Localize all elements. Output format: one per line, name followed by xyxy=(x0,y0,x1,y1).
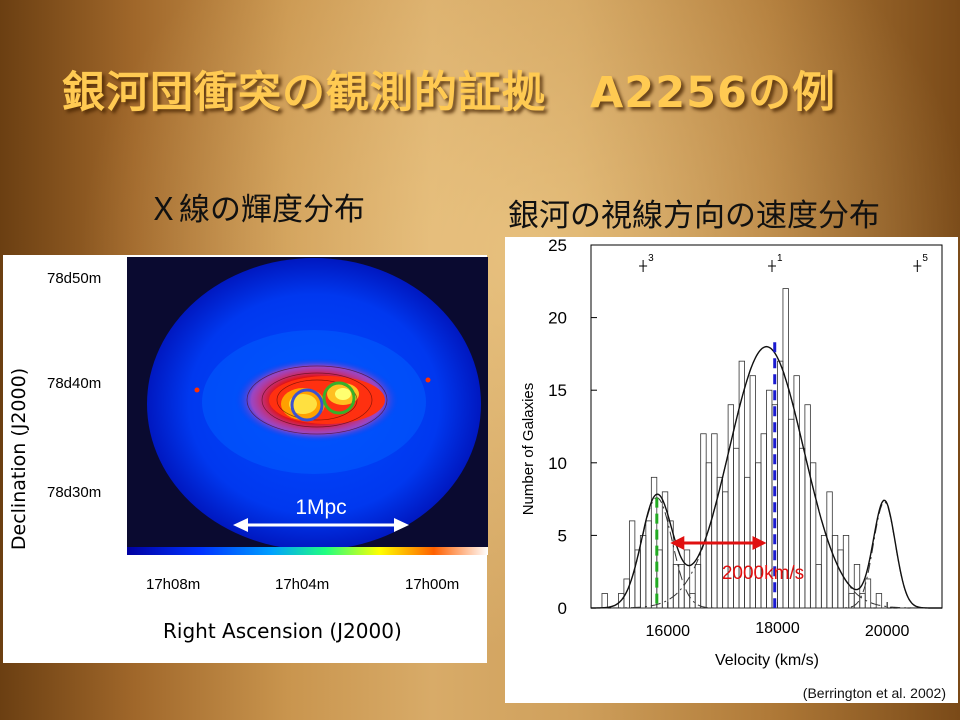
velocity-panel: 0 5 10 15 20 25 16000 18000 20000 3 1 5 Number of G… xyxy=(505,236,958,703)
histogram-bar xyxy=(799,447,806,609)
declination-axis-label: Declination (J2000) xyxy=(8,367,30,551)
gaussian-component xyxy=(591,501,942,609)
histogram-bar xyxy=(853,564,861,609)
histogram-bar xyxy=(820,534,828,609)
y-tick-label: 20 xyxy=(548,309,567,328)
dec-tick: 78d40m xyxy=(47,375,102,392)
histogram-bar xyxy=(700,433,707,609)
histogram-bar xyxy=(711,433,718,609)
histogram-bar xyxy=(639,534,647,609)
histogram-bar xyxy=(733,447,740,609)
xray-image: 1Mpc xyxy=(127,257,488,549)
xray-heading: Ｘ線の輝度分布 xyxy=(148,192,365,228)
histogram-bar xyxy=(601,593,608,609)
histogram-bar xyxy=(815,564,822,609)
histogram-bar xyxy=(661,491,669,609)
histogram-bar xyxy=(864,578,872,609)
colorbar xyxy=(127,547,488,555)
peak-marker-label: 3 xyxy=(648,253,654,264)
histogram-bar xyxy=(755,462,762,609)
y-axis-label: Number of Galaxies xyxy=(520,383,537,516)
x-tick-label: 20000 xyxy=(865,623,910,640)
y-tick-label: 10 xyxy=(548,454,567,473)
y-tick-label: 15 xyxy=(548,381,567,400)
velocity-heading: 銀河の視線方向の速度分布 xyxy=(508,198,880,234)
histogram-bar xyxy=(645,520,652,609)
histogram-bar xyxy=(722,491,729,609)
histogram-bar xyxy=(837,549,844,609)
velocity-gap-label: 2000km/s xyxy=(722,563,804,584)
x-tick-label: 18000 xyxy=(755,620,800,637)
x-axis-label: Velocity (km/s) xyxy=(715,652,819,669)
histogram-bar xyxy=(782,288,789,609)
histogram-bar xyxy=(831,534,839,609)
histogram-bar xyxy=(694,564,702,609)
histogram-bar xyxy=(859,593,866,609)
histogram-bar xyxy=(628,520,636,609)
arrow-head-right xyxy=(752,536,767,550)
xray-map: 1Mpc xyxy=(127,257,488,549)
slide-title: 銀河団衝突の観測的証拠 A2256の例 xyxy=(62,68,836,118)
arrow-head-left xyxy=(670,536,685,550)
fit-curve xyxy=(591,345,942,609)
y-tick-label: 5 xyxy=(558,526,567,545)
cluster-circle-green xyxy=(322,381,356,415)
peak-marker-label: 1 xyxy=(777,253,783,264)
ra-tick: 17h00m xyxy=(405,576,460,593)
histogram-bar xyxy=(804,404,811,609)
histogram-bar xyxy=(623,578,630,609)
ra-axis-label: Right Ascension (J2000) xyxy=(163,619,402,643)
histogram-bar xyxy=(809,462,817,609)
cluster-circle-blue xyxy=(290,388,324,422)
scale-label: 1Mpc xyxy=(295,496,346,519)
x-tick-label: 16000 xyxy=(646,623,691,640)
citation: (Berrington et al. 2002) xyxy=(802,685,946,701)
xray-panel: 1Mpc Declination (J2000) 78d50m 78d40m 7… xyxy=(3,255,488,663)
ra-tick: 17h08m xyxy=(146,576,201,593)
histogram-bar xyxy=(875,593,883,609)
dec-tick: 78d30m xyxy=(47,484,102,501)
y-tick-label: 0 xyxy=(558,599,567,618)
dec-tick: 78d50m xyxy=(47,270,102,287)
histogram-bar xyxy=(672,564,680,609)
histogram-bar xyxy=(689,593,696,609)
histogram-bar xyxy=(842,534,850,609)
peak-marker-label: 5 xyxy=(922,253,928,264)
ra-tick: 17h04m xyxy=(275,576,330,593)
y-tick-label: 25 xyxy=(548,237,567,255)
